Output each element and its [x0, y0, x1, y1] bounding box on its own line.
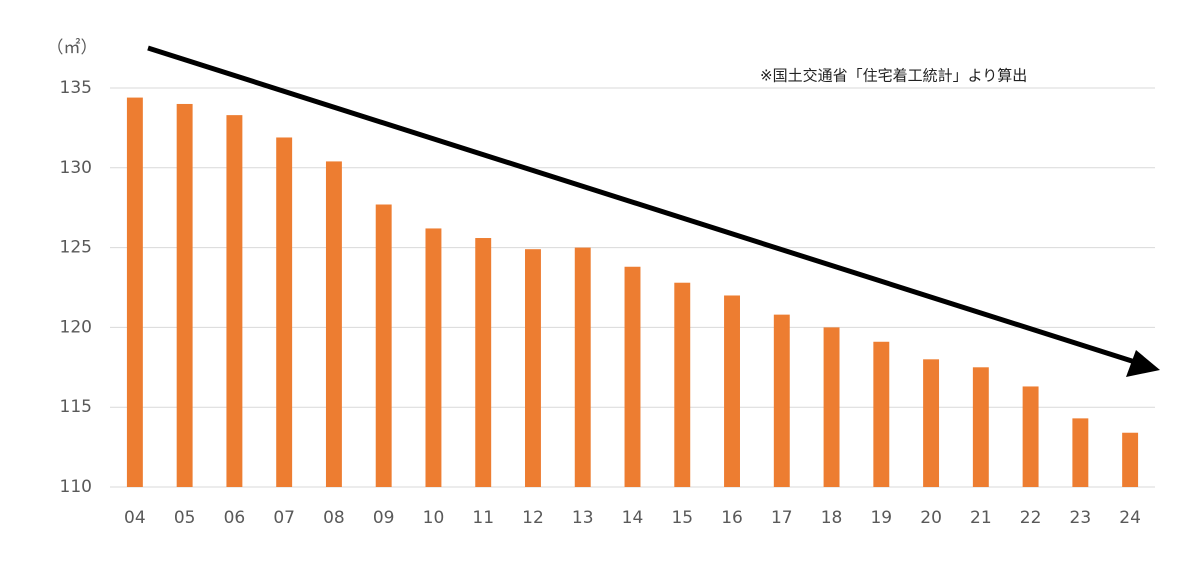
bar: [126, 97, 143, 488]
bar: [1072, 418, 1089, 487]
x-tick-label: 13: [572, 508, 594, 528]
bar: [823, 327, 840, 487]
bar: [873, 341, 890, 487]
x-tick-label: 16: [721, 508, 743, 528]
x-tick-label: 17: [771, 508, 793, 528]
x-tick-label: 18: [821, 508, 843, 528]
x-tick-label: 09: [373, 508, 395, 528]
trend-arrow: [147, 45, 1160, 377]
bar: [475, 238, 492, 487]
note: ※国土交通省「住宅着工統計」より算出: [760, 67, 1027, 85]
bar: [923, 359, 940, 487]
bar: [624, 266, 641, 487]
unit-label: （㎡）: [47, 38, 98, 58]
bar: [325, 161, 342, 487]
x-tick-label: 06: [224, 508, 246, 528]
y-tick-label: 135: [60, 78, 92, 98]
arrow-head: [1126, 350, 1160, 377]
x-tick-label: 15: [671, 508, 693, 528]
x-tick-label: 19: [870, 508, 892, 528]
y-tick-label: 115: [60, 397, 92, 417]
x-tick-label: 11: [472, 508, 494, 528]
arrow-shaft: [147, 45, 1136, 365]
x-tick-label: 14: [622, 508, 644, 528]
x-tick-label: 05: [174, 508, 196, 528]
x-tick-label: 24: [1119, 508, 1141, 528]
x-tick-label: 08: [323, 508, 345, 528]
bar: [1022, 386, 1039, 487]
x-tick-label: 12: [522, 508, 544, 528]
bar: [176, 103, 193, 488]
y-tick-label: 120: [60, 317, 92, 337]
bar: [525, 249, 541, 487]
bar: [425, 228, 442, 487]
bar: [724, 295, 740, 487]
x-tick-label: 22: [1020, 508, 1042, 528]
bar: [972, 367, 989, 487]
x-tick-label: 10: [423, 508, 445, 528]
bar: [574, 247, 591, 487]
y-tick-label: 110: [60, 477, 92, 497]
bar: [1122, 432, 1139, 487]
x-tick-label: 20: [920, 508, 942, 528]
bar: [674, 282, 691, 487]
bar: [375, 204, 392, 487]
x-tick-label: 07: [273, 508, 295, 528]
x-tick-label: 04: [124, 508, 146, 528]
bar: [773, 314, 790, 487]
x-tick-label: 21: [970, 508, 992, 528]
x-tick-label: 23: [1070, 508, 1092, 528]
y-tick-label: 130: [60, 158, 92, 178]
y-tick-label: 125: [60, 238, 92, 258]
bar: [276, 137, 293, 487]
bar: [226, 115, 243, 488]
